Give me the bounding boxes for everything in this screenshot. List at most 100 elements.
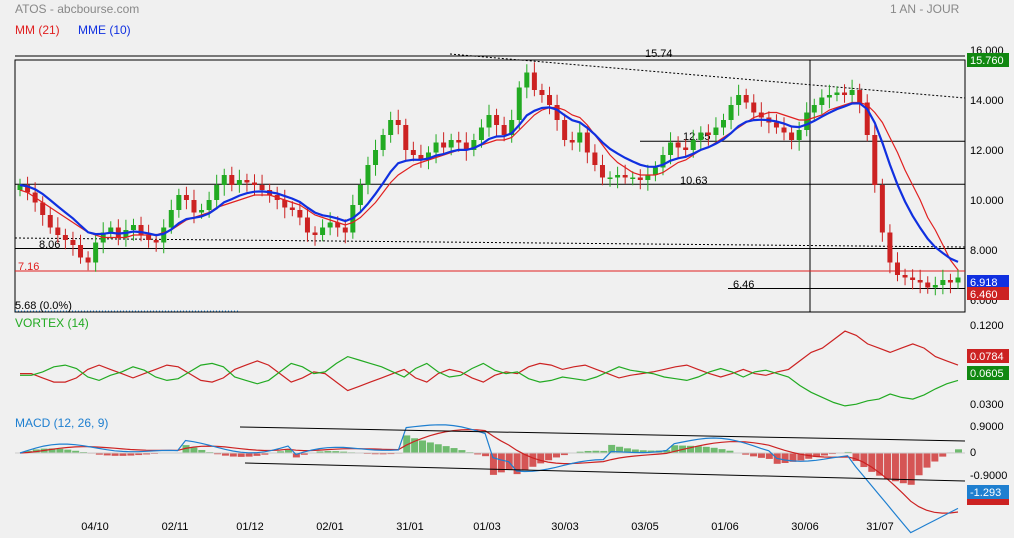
macd-hist-bar: [694, 446, 702, 454]
candle-body: [743, 95, 749, 103]
signal-line: [19, 428, 959, 514]
candle-body: [857, 90, 863, 103]
candle-body: [501, 125, 507, 135]
candle-body: [569, 140, 575, 143]
candle-body: [925, 282, 931, 288]
candle-body: [448, 140, 454, 148]
candle-body: [683, 147, 689, 150]
candle-body: [259, 185, 265, 190]
mm-last-label: 6.460: [970, 289, 998, 301]
vortex-pos-label: 0.0605: [970, 368, 1004, 380]
candle-body: [509, 120, 515, 135]
macd-hist-bar: [190, 447, 198, 454]
vortex-neg-line: [20, 330, 959, 392]
macd-hist-bar: [48, 448, 56, 454]
candle-body: [168, 210, 174, 228]
x-tick-label: 04/10: [81, 521, 109, 533]
candle-body: [698, 132, 704, 140]
macd-hist-bar: [915, 453, 923, 476]
x-tick-label: 02/11: [162, 521, 189, 533]
macd-hist-bar: [623, 448, 631, 454]
candle-body: [357, 185, 363, 205]
macd-panel: [15, 424, 966, 534]
macd-hist-bar: [371, 453, 379, 455]
candle-body: [418, 155, 424, 160]
candle-body: [539, 90, 545, 95]
candle-body: [395, 120, 401, 125]
macd-hist-bar: [387, 453, 395, 455]
axes-layer: 16.00014.00012.00010.0008.0006.00015.760…: [81, 45, 1009, 533]
candle-body: [40, 202, 46, 215]
candle-body: [282, 200, 288, 208]
macd-hist-bar: [765, 453, 773, 459]
candle-body: [804, 112, 810, 130]
candle-body: [206, 200, 212, 210]
mm-badge: [967, 287, 1009, 300]
candle-body: [842, 92, 848, 95]
macd-hist-bar: [411, 438, 419, 454]
macd-hist-bar: [631, 449, 639, 454]
candle-body: [494, 115, 500, 125]
last-price-badge: [967, 53, 1009, 67]
candle-body: [236, 180, 242, 185]
candle-body: [410, 150, 416, 155]
macd-tick: -0.9000: [970, 470, 1007, 482]
candle-body: [940, 280, 946, 285]
macd-hist-bar: [324, 451, 332, 454]
macd-hist-bar: [277, 451, 285, 454]
x-tick-label: 01/03: [473, 521, 501, 533]
candle-body: [902, 275, 908, 278]
level-label: 15.74: [645, 48, 673, 60]
vortex-pos-line: [20, 355, 959, 407]
macd-hist-bar: [419, 440, 426, 454]
candle-body: [652, 167, 658, 175]
macd-hist-bar: [182, 445, 190, 454]
macd-hist-bar: [72, 450, 80, 454]
macd-hist-bar: [426, 442, 434, 454]
candle-body: [894, 262, 900, 275]
x-tick-label: 01/06: [711, 521, 739, 533]
macd-hist-bar: [64, 449, 72, 454]
candle-body: [365, 165, 371, 185]
price-frame: [14, 59, 966, 313]
candle-body: [229, 175, 235, 185]
candle-body: [562, 120, 568, 140]
x-tick-label: 31/07: [866, 521, 894, 533]
candle-body: [872, 135, 878, 185]
candle-body: [304, 217, 310, 233]
macd-hist-bar: [813, 453, 821, 458]
candle-body: [85, 257, 91, 263]
candle-body: [826, 95, 832, 98]
candle-body: [138, 225, 144, 235]
macd-hist-bar: [923, 453, 931, 468]
candle-body: [183, 195, 189, 200]
y-tick-label: 14.000: [970, 95, 1004, 107]
candle-body: [917, 280, 923, 283]
candle-body: [463, 142, 469, 150]
macd-hist-bar: [127, 453, 135, 456]
macd-hist-bar: [616, 446, 624, 454]
macd-hist-bar: [489, 453, 497, 475]
candle-body: [705, 132, 711, 135]
candle-body: [320, 227, 326, 235]
candle-body: [811, 105, 817, 113]
macd-hist-bar: [332, 451, 340, 454]
candle-body: [335, 222, 341, 228]
candle-body: [773, 122, 779, 128]
y-tick-label: 10.000: [970, 195, 1004, 207]
macd-hist-bar: [600, 450, 608, 454]
macd-hist-bar: [560, 453, 568, 456]
macd-hist-bar: [458, 450, 466, 454]
macd-hist-bar: [781, 453, 789, 463]
candle-body: [577, 132, 583, 143]
candle-body: [380, 135, 386, 150]
candle-body: [910, 277, 916, 280]
candle-body: [690, 140, 696, 150]
macd-hist-bar: [671, 445, 679, 454]
candle-body: [607, 177, 613, 179]
macd-hist-bar: [221, 453, 229, 456]
level-label: 6.46: [733, 279, 754, 291]
x-tick-label: 03/05: [631, 521, 659, 533]
candle-body: [547, 95, 553, 105]
candle-body: [425, 152, 431, 160]
